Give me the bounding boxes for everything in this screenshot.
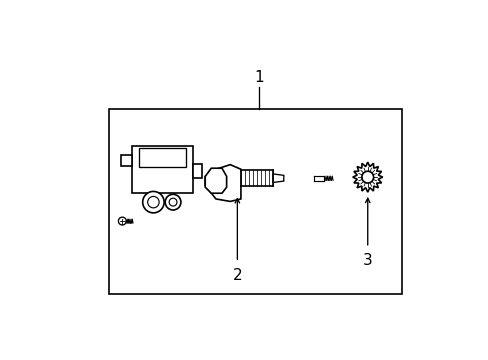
Polygon shape (205, 165, 241, 202)
Bar (139, 148, 185, 167)
Circle shape (147, 197, 159, 208)
Polygon shape (205, 168, 226, 193)
Bar (132, 146, 192, 193)
FancyArrowPatch shape (235, 199, 239, 260)
Bar (108, 109, 401, 294)
Bar (121, 155, 132, 166)
Circle shape (361, 171, 373, 183)
Text: 3: 3 (362, 253, 372, 268)
Text: 2: 2 (232, 267, 242, 283)
Circle shape (118, 217, 126, 225)
Text: 1: 1 (253, 70, 263, 85)
Polygon shape (352, 162, 382, 192)
Polygon shape (272, 174, 283, 183)
Circle shape (165, 194, 181, 210)
Bar (192, 164, 201, 178)
Circle shape (169, 198, 177, 206)
FancyArrowPatch shape (365, 198, 369, 245)
Circle shape (142, 192, 164, 213)
